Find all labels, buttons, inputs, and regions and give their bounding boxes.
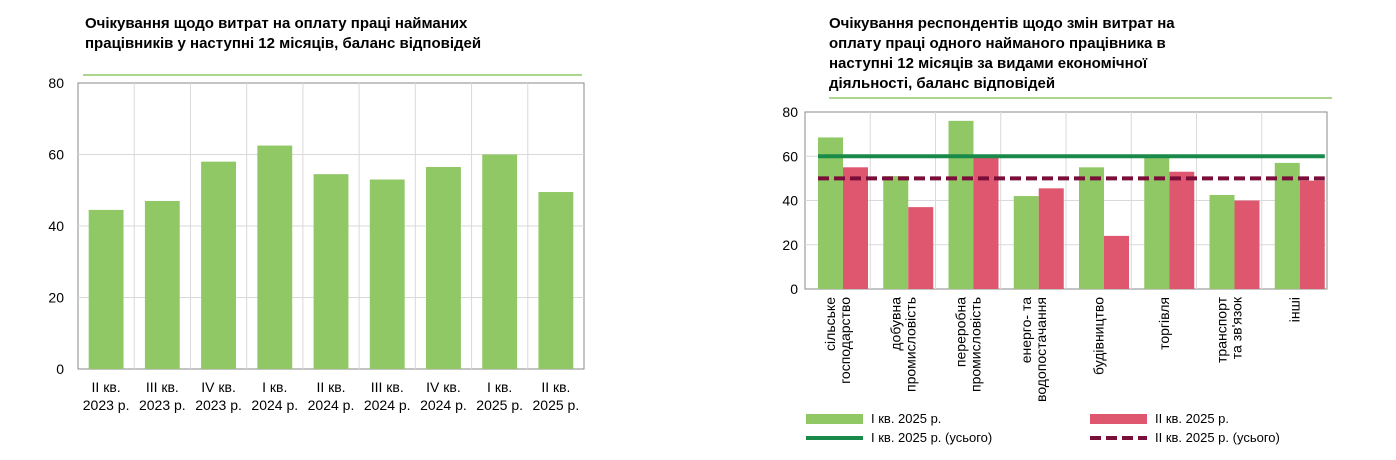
right-x-tick-label: транспорт [1214,296,1230,363]
legend-label-q2: II кв. 2025 р. [1155,411,1230,426]
left-x-tick-label: 2024 р. [420,397,467,413]
left-x-tick-label: 2024 р. [251,397,298,413]
legend-item-q1-total: I кв. 2025 р. (усього) [806,430,992,445]
right-bar-q2 [1104,235,1129,289]
right-x-tick-label: промисловість [902,297,918,392]
left-y-tick-label: 0 [56,361,64,377]
right-bar-q2 [843,167,868,289]
legend-item-q2-total: II кв. 2025 р. (усього) [1090,430,1280,445]
legend-label-q1-total: I кв. 2025 р. (усього) [871,430,993,445]
right-bar-q1 [1274,162,1300,289]
left-x-tick-label: 2024 р. [364,397,411,413]
left-x-tick-label: 2025 р. [533,397,580,413]
left-title-line: Очікування щодо витрат на оплату праці н… [85,15,468,32]
right-x-tick-label: господарство [837,297,853,384]
left-chart-title: Очікування щодо витрат на оплату праці н… [85,14,605,54]
right-x-tick-label: промисловість [968,297,984,392]
right-bar-q1 [883,176,909,289]
left-x-tick-label: 2023 р. [83,397,130,413]
right-y-tick-label: 20 [782,237,798,253]
left-y-tick-label: 40 [48,218,64,234]
legend-label-q2-total: II кв. 2025 р. (усього) [1155,430,1280,445]
left-x-tick-label: II кв. [541,379,570,395]
left-bar [257,145,293,369]
left-x-tick-label: II кв. [92,379,121,395]
right-bar-q1 [818,137,843,289]
legend-swatch-solid-line [806,435,863,440]
right-x-tick-label: добувна [887,297,903,351]
left-bar [426,167,461,369]
left-x-tick-label: IV кв. [426,379,461,395]
right-y-tick-label: 80 [782,104,798,120]
right-title-line: наступні 12 місяців за видами економічно… [829,55,1148,72]
left-y-tick-label: 20 [48,290,64,306]
right-title-line: діяльності, баланс відповідей [829,75,1056,92]
right-x-tick-label: переробна [953,297,969,367]
left-x-tick-label: 2023 р. [195,397,242,413]
left-y-tick-label: 80 [48,75,64,91]
left-bar [144,200,180,369]
legend-item-q2-bars: II кв. 2025 р. [1090,411,1229,426]
right-bar-q1 [948,120,974,289]
right-x-tick-label: будівництво [1091,297,1107,375]
right-bar-q2 [1299,180,1325,289]
right-chart-title: Очікування респондентів щодо змін витрат… [829,14,1329,94]
left-x-tick-label: 2025 р. [476,397,523,413]
left-title-line: працівників у наступні 12 місяців, балан… [85,35,482,52]
legend-swatch-red-bar [1090,413,1147,424]
right-title-line: оплату праці одного найманого працівника… [829,35,1166,52]
right-bar-q2 [1234,200,1260,289]
left-x-tick-label: IV кв. [201,379,236,395]
left-y-tick-label: 60 [48,147,64,163]
right-x-tick-label: торгівля [1156,297,1172,350]
right-bar-q1 [1144,156,1170,289]
left-bar [201,161,236,369]
legend-swatch-green-bar [806,413,863,424]
right-x-tick-label: водопостачання [1033,297,1049,402]
right-y-tick-label: 40 [782,193,798,209]
left-x-tick-label: I кв. [262,379,287,395]
right-y-tick-label: 60 [782,148,798,164]
right-x-tick-label: енерго- та [1018,297,1034,363]
left-bar [369,179,405,369]
right-title-line: Очікування респондентів щодо змін витрат… [829,15,1175,32]
right-bar-q2 [1038,188,1064,289]
left-chart-panel: Очікування щодо витрат на оплату праці н… [0,0,640,460]
left-bar [313,174,349,369]
left-x-tick-label: I кв. [487,379,512,395]
left-x-tick-label: 2024 р. [308,397,355,413]
left-x-tick-label: 2023 р. [139,397,186,413]
right-bar-q1 [1013,196,1039,289]
right-x-tick-label: сільське [822,297,838,351]
left-x-tick-label: III кв. [146,379,179,395]
left-chart-svg: 0 20 40 60 80 II кв. 2023 р. III кв. 2023 р. IV к… [48,74,585,413]
right-x-tick-label: та зв'язок [1229,296,1245,359]
legend-label-q1: I кв. 2025 р. [871,411,942,426]
left-x-tick-label: III кв. [371,379,404,395]
right-x-tick-label: інші [1286,297,1302,322]
right-bar-q2 [1169,171,1195,289]
left-bar [538,192,574,369]
right-bar-q2 [908,207,934,289]
legend-swatch-dashed-line [1090,435,1147,440]
left-bar [88,209,124,369]
left-bar [482,154,518,369]
legend-item-q1-bars: I кв. 2025 р. [806,411,941,426]
right-bar-q1 [1209,194,1235,289]
left-x-tick-label: II кв. [316,379,345,395]
right-bar-q1 [1079,167,1104,289]
right-y-tick-label: 0 [790,281,798,297]
